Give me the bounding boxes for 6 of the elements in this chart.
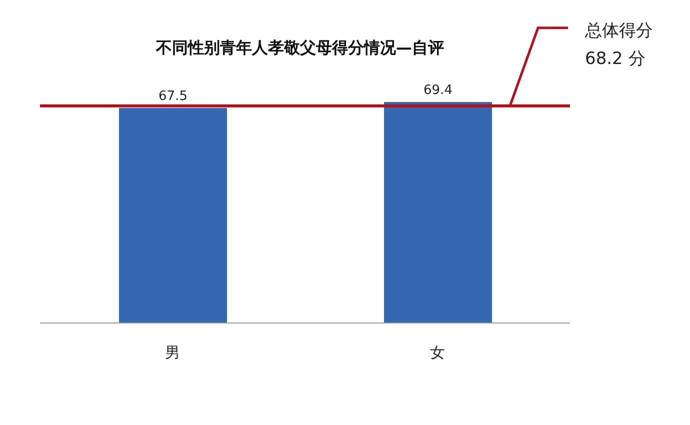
- data-label: 69.4: [424, 83, 452, 98]
- x-tick-label: 男: [165, 344, 180, 362]
- ref-line-label: 总体得分 68.2 分: [584, 20, 653, 69]
- chart-title: 不同性别青年人孝敬父母得分情况—自评: [154, 38, 445, 59]
- data-label: 67.5: [158, 89, 188, 104]
- x-tick-label: 女: [430, 344, 445, 362]
